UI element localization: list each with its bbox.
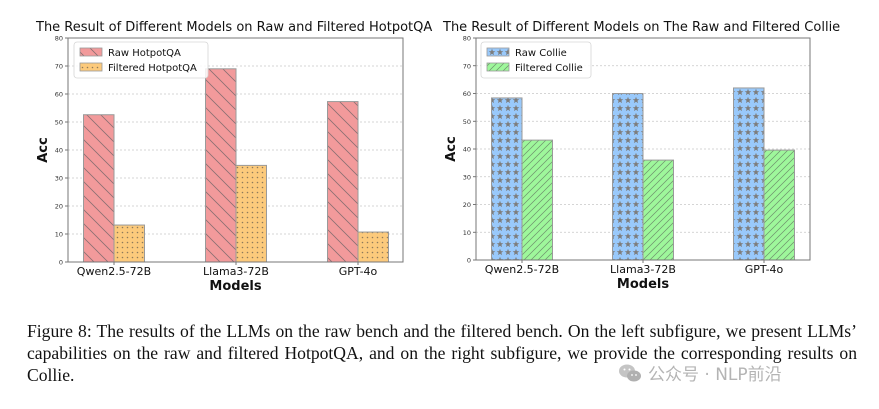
right-legend-label: Raw Collie [515, 48, 567, 59]
right-axes-frame [475, 37, 811, 261]
right-bar-pattern [642, 159, 674, 261]
watermark-text: 公众号 · NLP前沿 [648, 365, 782, 385]
right-bar-pattern [491, 97, 523, 261]
left-ytick-label: 0 [59, 259, 63, 267]
left-bar-pattern [357, 231, 389, 263]
left-ytick-label: 50 [55, 119, 63, 127]
right-xtick-label: GPT-4o [745, 263, 784, 276]
left-bar-pattern [235, 164, 267, 263]
left-yaxis-label: Acc [36, 137, 51, 162]
right-xaxis-label: Models [617, 277, 669, 292]
right-ytick-label: 0 [467, 257, 471, 265]
right-ytick-label: 10 [463, 229, 471, 237]
right-ytick-label: 20 [463, 201, 471, 209]
watermark: 公众号 · NLP前沿 [618, 360, 782, 385]
right-chart-title: The Result of Different Models on The Ra… [443, 20, 841, 35]
left-legend-swatch-pattern [79, 47, 103, 57]
left-legend-label: Raw HotpotQA [108, 48, 181, 59]
right-bar-pattern [763, 149, 795, 261]
charts-canvas: 0 10 20 30 40 50 60 70 80 Qwen2.5-72B Llama3-72B GP… [36, 35, 811, 294]
left-legend-label: Filtered HotpotQA [108, 63, 197, 74]
left-ytick-label: 10 [55, 231, 63, 239]
right-yaxis-label: Acc [444, 136, 459, 161]
left-ytick-label: 20 [55, 203, 63, 211]
right-xtick-label: Qwen2.5-72B [485, 263, 559, 276]
left-legend-swatch-pattern [79, 62, 103, 72]
right-ytick-label: 40 [463, 146, 471, 154]
left-xtick-label: GPT-4o [339, 265, 378, 278]
right-bar-pattern [733, 87, 765, 261]
left-axes-frame [67, 37, 404, 263]
right-bar-pattern [521, 139, 553, 261]
left-xtick-label: Qwen2.5-72B [77, 265, 151, 278]
left-bar-pattern [83, 114, 115, 263]
left-xaxis-label: Models [209, 279, 261, 294]
left-xtick-label: Llama3-72B [203, 265, 269, 278]
left-bar-pattern [327, 101, 359, 263]
right-xtick-label: Llama3-72B [610, 263, 676, 276]
left-legend [73, 41, 209, 79]
left-ytick-label: 70 [55, 63, 63, 71]
right-ytick-label: 70 [463, 62, 471, 70]
right-ytick-label: 30 [463, 173, 471, 181]
right-ytick-label: 60 [463, 90, 471, 98]
left-ytick-label: 80 [55, 35, 63, 43]
left-bar-pattern [205, 68, 237, 263]
wechat-icon [619, 364, 641, 381]
left-ytick-label: 40 [55, 147, 63, 155]
right-legend-swatch-pattern [486, 62, 510, 72]
right-bar-pattern [612, 93, 644, 261]
left-chart-title: The Result of Different Models on Raw an… [36, 20, 433, 35]
left-ytick-label: 60 [55, 91, 63, 99]
right-legend-swatch-pattern [486, 47, 510, 57]
right-ytick-label: 80 [463, 35, 471, 43]
figure-caption: Figure 8: The results of the LLMs on the… [27, 321, 857, 385]
left-ytick-label: 30 [55, 175, 63, 183]
right-ytick-label: 50 [463, 118, 471, 126]
right-legend-label: Filtered Collie [515, 63, 583, 74]
left-bar-pattern [113, 224, 145, 263]
